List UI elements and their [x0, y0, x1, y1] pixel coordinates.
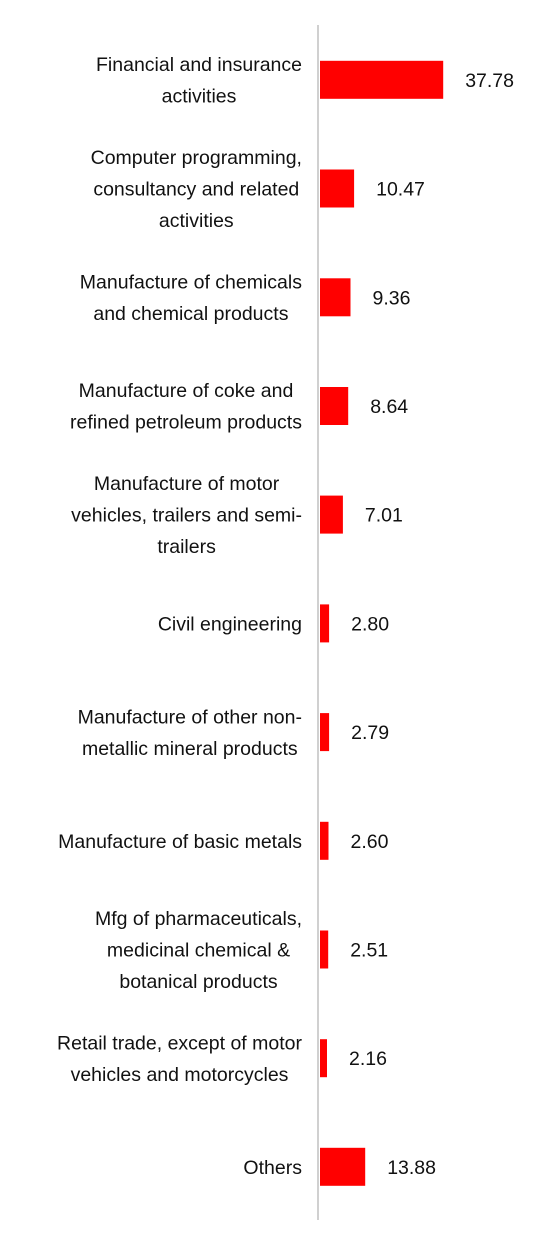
category-label-10-line-0: Others [243, 1157, 302, 1179]
value-label-2: 9.36 [373, 287, 411, 309]
category-label-3-line-0: Manufacture of coke and [79, 380, 294, 402]
value-label-10: 13.88 [387, 1157, 436, 1179]
category-label-6: Manufacture of other non-metallic minera… [78, 706, 302, 760]
category-label-1-line-1: consultancy and related [93, 179, 299, 201]
category-label-4: Manufacture of motor vehicles, trailers a… [71, 473, 302, 558]
value-label-0: 37.78 [465, 70, 514, 92]
bar-7 [320, 821, 329, 860]
bar-8 [320, 930, 329, 969]
category-label-3: Manufacture of coke and refined petroleum… [70, 380, 302, 434]
category-label-10: Others [243, 1157, 302, 1179]
value-label-5: 2.80 [351, 613, 389, 635]
category-label-2: Manufacture of chemicals and chemical pro… [80, 272, 302, 326]
bar-4 [320, 495, 343, 534]
category-labels-layer: Financial and insurance activitiesCompute… [57, 54, 302, 1179]
bar-9 [320, 1039, 327, 1078]
value-label-8: 2.51 [350, 940, 388, 962]
category-label-8-line-1: medicinal chemical & [107, 940, 290, 962]
category-label-9-line-0: Retail trade, except of motor [57, 1032, 302, 1054]
bar-6 [320, 713, 330, 752]
bar-0 [320, 60, 444, 99]
category-label-7-line-0: Manufacture of basic metals [58, 831, 302, 853]
value-label-7: 2.60 [351, 831, 389, 853]
value-labels-layer: 37.78 10.47 9.36 8.64 7.01 2.80 2.79 2.60 2.51 2.… [349, 70, 514, 1179]
bar-5 [320, 604, 330, 643]
category-label-6-line-0: Manufacture of other non- [78, 706, 302, 728]
value-label-1: 10.47 [376, 179, 425, 201]
category-label-8-line-0: Mfg of pharmaceuticals, [95, 908, 302, 930]
category-label-8: Mfg of pharmaceuticals, medicinal chemica… [95, 908, 302, 993]
value-label-9: 2.16 [349, 1048, 387, 1070]
category-label-4-line-0: Manufacture of motor [94, 473, 280, 495]
value-label-4: 7.01 [365, 505, 403, 527]
value-label-3: 8.64 [370, 396, 408, 418]
category-label-7: Manufacture of basic metals [58, 831, 302, 853]
bar-10 [320, 1147, 366, 1186]
bars-layer [320, 60, 444, 1186]
category-label-4-line-1: vehicles, trailers and semi- [71, 505, 302, 527]
category-label-2-line-0: Manufacture of chemicals [80, 272, 302, 294]
category-label-1: Computer programming, consultancy and rel… [91, 147, 302, 232]
category-label-5-line-0: Civil engineering [158, 613, 302, 635]
category-label-4-line-2: trailers [157, 536, 216, 558]
bar-2 [320, 278, 351, 317]
category-label-5: Civil engineering [158, 613, 302, 635]
category-label-2-line-1: and chemical products [93, 303, 288, 325]
category-label-8-line-2: botanical products [119, 971, 278, 993]
category-label-3-line-1: refined petroleum products [70, 412, 302, 434]
category-label-0-line-1: activities [162, 86, 237, 108]
bar-1 [320, 169, 355, 208]
category-label-6-line-1: metallic mineral products [82, 738, 298, 760]
category-label-9: Retail trade, except of motor vehicles an… [57, 1032, 302, 1086]
category-label-1-line-0: Computer programming, [91, 147, 302, 169]
category-label-0-line-0: Financial and insurance [96, 54, 302, 76]
value-label-6: 2.79 [351, 722, 389, 744]
category-label-0: Financial and insurance activities [96, 54, 302, 108]
category-label-9-line-1: vehicles and motorcycles [71, 1064, 289, 1086]
category-label-1-line-2: activities [159, 210, 234, 232]
bar-3 [320, 387, 349, 425]
